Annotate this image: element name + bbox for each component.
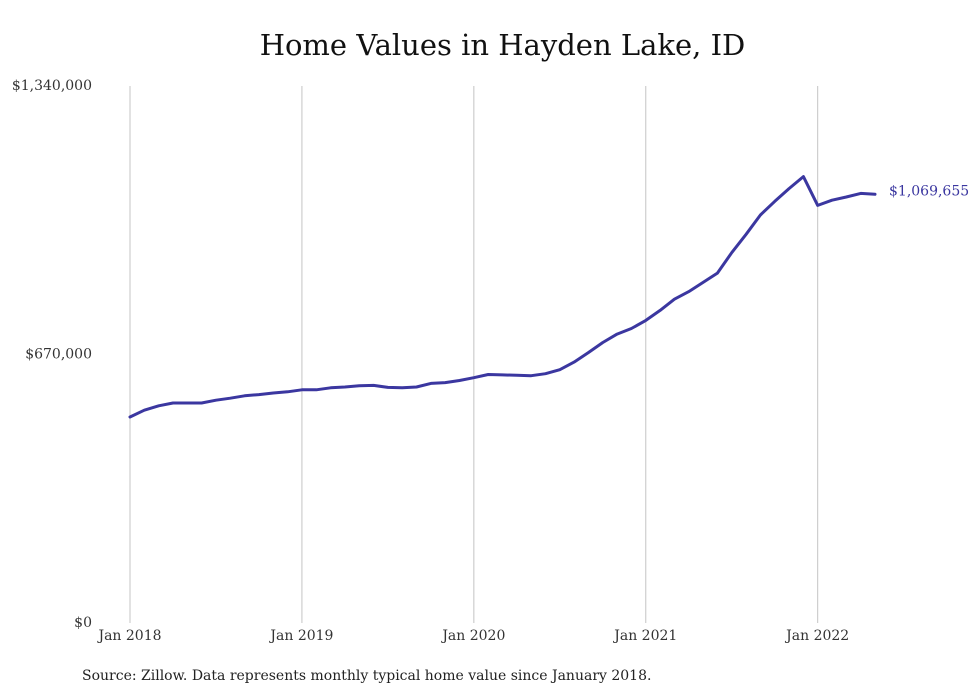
x-tick-label: Jan 2021: [612, 628, 677, 644]
series: [128, 175, 877, 419]
x-tick-label: Jan 2019: [268, 628, 333, 644]
end-value-label: $1,069,655: [889, 183, 969, 199]
x-tick-label: Jan 2018: [96, 628, 161, 644]
chart-title: Home Values in Hayden Lake, ID: [259, 28, 746, 62]
x-tick-label: Jan 2020: [440, 628, 505, 644]
x-axis-ticks: Jan 2018 Jan 2019 Jan 2020 Jan 2021 Jan 2022: [96, 628, 849, 644]
line-chart: $0$670,000$1,340,000 Jan 2018 Jan 2019 Jan…: [12, 78, 969, 644]
series-line: [128, 175, 877, 419]
gridlines: [129, 86, 819, 623]
source-note: Source: Zillow. Data represents monthly …: [82, 668, 652, 684]
y-axis-ticks: $0 $670,000 $1,340,000: [12, 78, 92, 631]
y-tick-label: $0: [74, 615, 92, 631]
y-tick-label: $670,000: [25, 347, 92, 363]
y-tick-label: $1,340,000: [12, 78, 92, 94]
x-tick-label: Jan 2022: [784, 628, 849, 644]
data-labels: $1,069,655: [889, 183, 969, 199]
